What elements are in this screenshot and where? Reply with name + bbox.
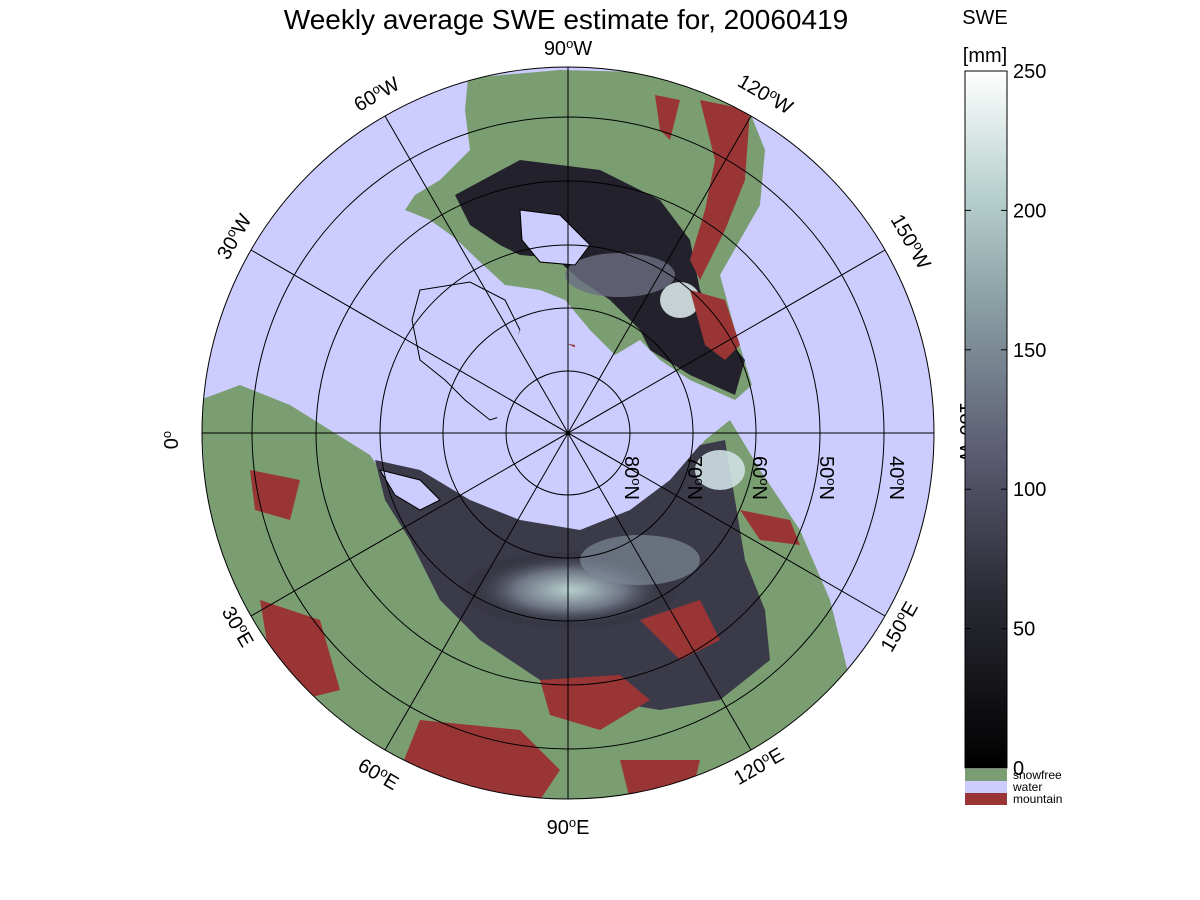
legend-swatch-snowfree [965,769,1007,781]
meridian-label: 0o [159,431,184,449]
colorbar-ticks: 0 50 100 150 200 250 [965,61,1046,780]
legend-swatch-mountain [965,793,1007,805]
polar-map [202,67,934,799]
colorbar-tick-label: 50 [1013,619,1035,641]
arctic-ocean [495,330,625,490]
colorbar: SWE [mm] 0 50 100 150 200 250 [962,7,1046,780]
colorbar-tick-label: 100 [1013,479,1046,501]
legend-label-mountain: mountain [1013,792,1062,806]
parallel-label: 60oN [748,456,773,500]
colorbar-title: SWE [962,7,1008,29]
parallel-label: 40oN [885,456,910,500]
legend-label-snowfree: snowfree [1013,768,1062,782]
meridians-grid [202,67,934,799]
colorbar-gradient [964,70,1008,769]
meridian-label: 150oW [886,209,937,273]
colorbar-tick-label: 150 [1013,340,1046,362]
map-border [201,66,935,800]
parallel-label: 80oN [620,456,645,500]
colorbar-unit: [mm] [963,45,1007,67]
colorbar-tick-label: 250 [1013,61,1046,83]
legend-swatch-water [965,781,1007,793]
meridian-label: 90oW [544,36,592,61]
parallel-labels: 80oN 70oN 60oN 50oN 40oN [620,456,910,500]
map-title: Weekly average SWE estimate for, 2006041… [284,4,848,35]
meridian-label: 60oW [349,71,403,116]
legend-label-water: water [1012,780,1042,794]
meridian-label: 90oE [547,815,590,840]
parallel-label: 70oN [683,456,708,500]
meridian-label: 60oE [354,752,403,795]
parallel-label: 50oN [815,456,840,500]
colorbar-tick-label: 0 [1013,758,1024,780]
colorbar-tick-label: 200 [1013,200,1046,222]
